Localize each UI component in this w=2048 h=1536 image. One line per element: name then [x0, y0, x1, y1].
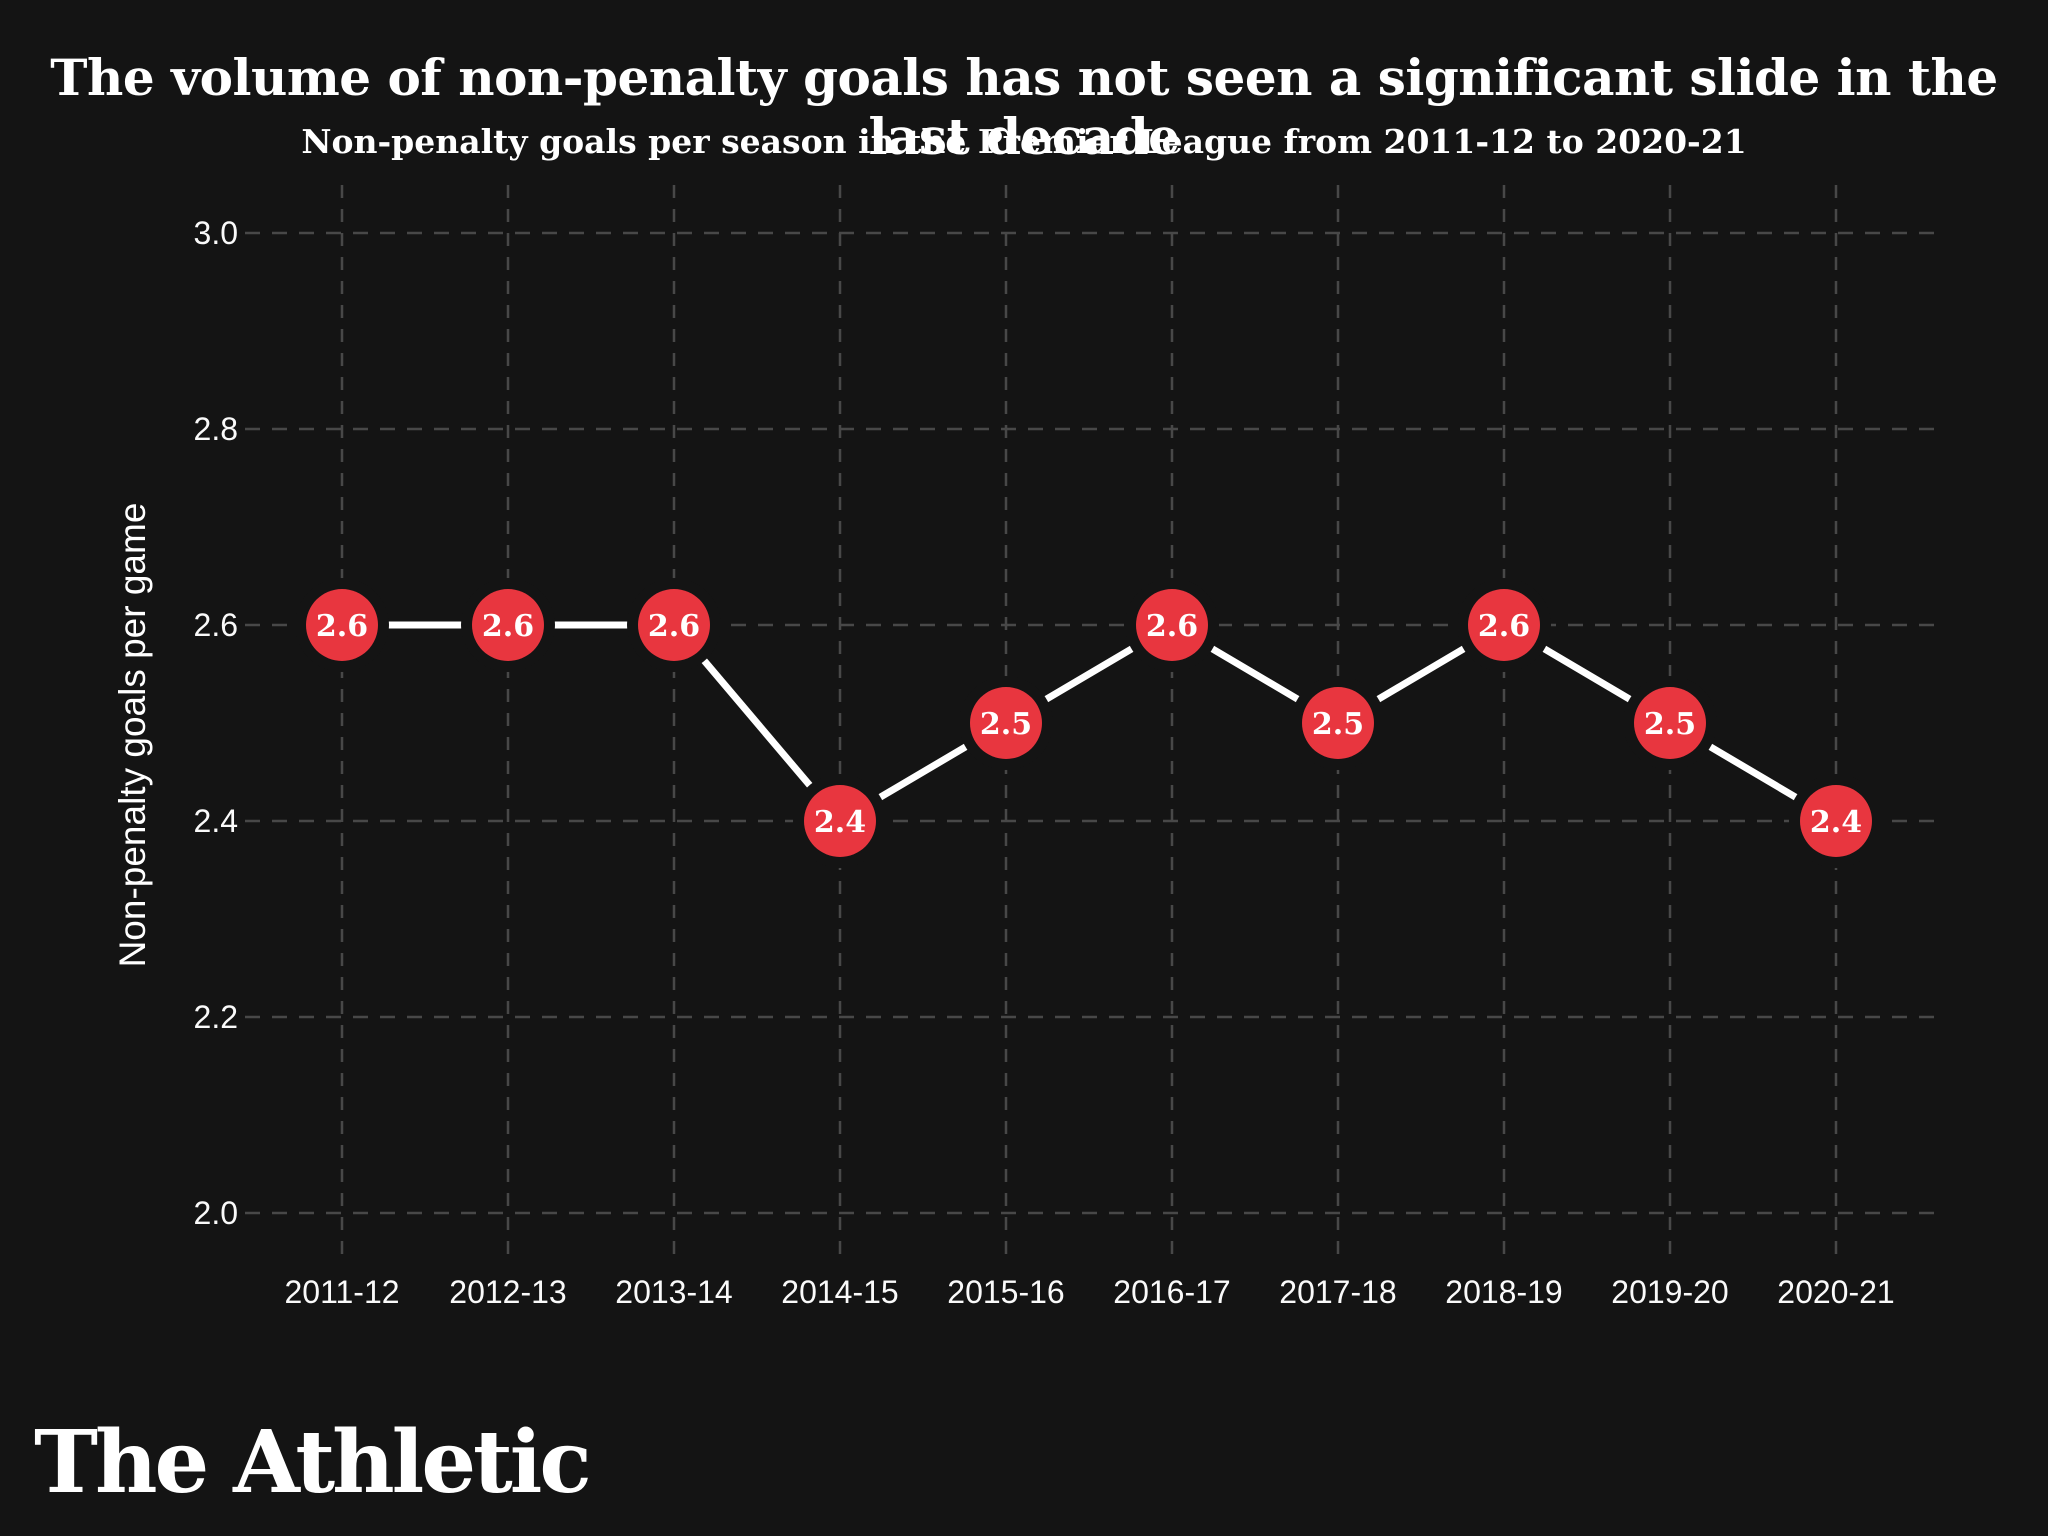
data-point-marker [804, 785, 876, 857]
the-athletic-logo: The Athletic [34, 1412, 592, 1513]
data-point-marker [1136, 589, 1208, 661]
data-point-value-label: 2.5 [980, 707, 1032, 742]
x-tick-label: 2013-14 [615, 1274, 732, 1310]
x-tick-label: 2019-20 [1611, 1274, 1728, 1310]
data-point-marker [1634, 687, 1706, 759]
x-tick-label: 2020-21 [1777, 1274, 1894, 1310]
data-point-value-label: 2.5 [1312, 707, 1364, 742]
data-point-value-label: 2.6 [316, 609, 368, 644]
data-point-value-label: 2.4 [814, 805, 866, 840]
chart-title: The volume of non-penalty goals has not … [50, 48, 1998, 166]
data-point-value-label: 2.6 [648, 609, 700, 644]
x-tick-label: 2012-13 [449, 1274, 566, 1310]
series-line [338, 620, 1840, 826]
data-point-marker [638, 589, 710, 661]
data-point-value-label: 2.6 [1478, 609, 1530, 644]
y-tick-label: 2.4 [194, 803, 238, 839]
x-tick-label: 2017-18 [1279, 1274, 1396, 1310]
x-tick-label: 2014-15 [781, 1274, 898, 1310]
y-tick-label: 3.0 [194, 215, 238, 251]
data-point-marker [1468, 589, 1540, 661]
data-point-marker [970, 687, 1042, 759]
data-point-marker [306, 589, 378, 661]
data-point-value-label: 2.6 [1146, 609, 1198, 644]
y-tick-label: 2.6 [194, 607, 238, 643]
data-point-marker [1800, 785, 1872, 857]
y-tick-label: 2.0 [194, 1195, 238, 1231]
x-tick-label: 2016-17 [1113, 1274, 1230, 1310]
data-point-value-label: 2.6 [482, 609, 534, 644]
chart-subtitle: Non-penalty goals per season in the Prem… [301, 122, 1747, 161]
y-tick-label: 2.2 [194, 999, 238, 1035]
data-point-marker [1302, 687, 1374, 759]
x-tick-label: 2018-19 [1445, 1274, 1562, 1310]
y-tick-label: 2.8 [194, 411, 238, 447]
data-point-value-label: 2.4 [1810, 805, 1862, 840]
data-point-value-label: 2.5 [1644, 707, 1696, 742]
x-tick-label: 2011-12 [284, 1274, 399, 1310]
data-point-marker [472, 589, 544, 661]
x-tick-label: 2015-16 [947, 1274, 1064, 1310]
